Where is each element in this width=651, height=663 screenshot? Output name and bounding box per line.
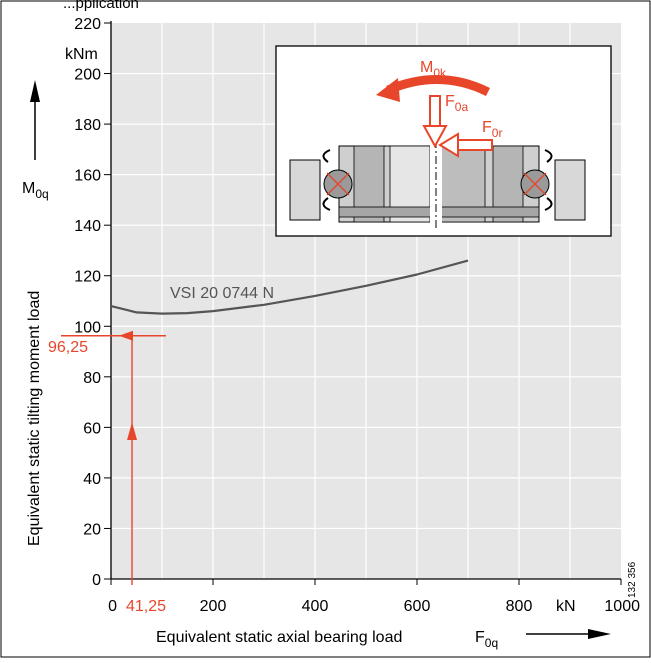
- x-axis-symbol: F0q: [475, 629, 498, 650]
- y-tick-label: 60: [83, 420, 101, 437]
- x-marker-label: 41,25: [126, 598, 166, 615]
- x-axis-arrow: [526, 629, 611, 639]
- y-axis-symbol: M0q: [22, 180, 49, 201]
- axes: [110, 21, 621, 580]
- top-caption: ...pplication: [63, 0, 139, 12]
- y-tick-label: 220: [74, 16, 101, 33]
- y-tick-label: 80: [83, 370, 101, 387]
- x-tick-labels: 0 200 400 600 800 1000: [108, 579, 640, 615]
- x-marker-arrow: [127, 422, 138, 440]
- x-tick-label: 0: [108, 598, 117, 615]
- x-tick-label: 200: [200, 598, 227, 615]
- y-tick-label: 120: [74, 269, 101, 286]
- marker-layer: [61, 330, 166, 585]
- inset-label-axial: F0a: [445, 93, 468, 114]
- x-axis-title: Equivalent static axial bearing load: [156, 629, 402, 646]
- x-tick-label: 400: [302, 598, 329, 615]
- y-unit-label: kNm: [65, 46, 98, 63]
- y-tick-label: 0: [92, 572, 101, 589]
- x-unit-label: kN: [556, 598, 576, 615]
- series-line: [110, 259, 469, 315]
- y-tick-label: 180: [74, 117, 101, 134]
- y-marker-label: 96,25: [48, 339, 88, 356]
- y-axis-title: Equivalent static tilting moment load: [26, 291, 43, 546]
- y-tick-label: 100: [74, 319, 101, 336]
- y-tick-label: 160: [74, 168, 101, 185]
- series-layer: [110, 259, 469, 315]
- series-label: VSI 20 0744 N: [170, 285, 274, 302]
- x-tick-label: 800: [506, 598, 533, 615]
- y-tick-label: 40: [83, 471, 101, 488]
- y-axis-arrow: [30, 80, 40, 160]
- y-tick-label: 140: [74, 218, 101, 235]
- x-tick-label: 1000: [604, 598, 640, 615]
- y-tick-label: 20: [83, 521, 101, 538]
- x-tick-label: 600: [404, 598, 431, 615]
- y-tick-labels: 0 20 40 60 80 100 120 140 160 180 200 220: [74, 16, 111, 589]
- bearing-inset-diagram: M0k F0a F0r: [275, 45, 612, 237]
- y-marker-arrow: [119, 330, 133, 341]
- y-tick-label: 200: [74, 67, 101, 84]
- figure-id: 132 356: [627, 561, 638, 598]
- inset-label-moment: M0k: [420, 59, 447, 80]
- inset-label-radial: F0r: [482, 119, 502, 140]
